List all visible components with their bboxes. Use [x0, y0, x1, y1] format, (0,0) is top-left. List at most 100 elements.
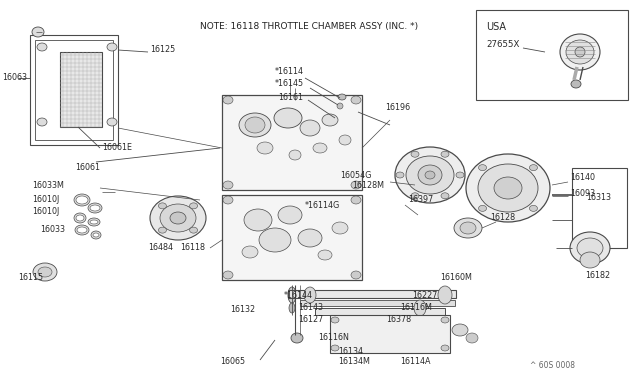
Ellipse shape [318, 250, 332, 260]
Ellipse shape [494, 177, 522, 199]
Ellipse shape [223, 181, 233, 189]
Bar [288, 290, 456, 298]
Text: 16397: 16397 [408, 196, 433, 205]
Ellipse shape [351, 96, 361, 104]
Text: 16116N: 16116N [318, 334, 349, 343]
Ellipse shape [529, 205, 538, 211]
Ellipse shape [160, 204, 196, 232]
Ellipse shape [223, 96, 233, 104]
Text: 27655X: 27655X [486, 40, 520, 49]
Ellipse shape [351, 271, 361, 279]
Ellipse shape [32, 27, 44, 37]
Ellipse shape [577, 238, 603, 258]
Ellipse shape [259, 228, 291, 252]
Bar [35, 40, 113, 140]
Text: 16054G: 16054G [340, 170, 371, 180]
Ellipse shape [418, 165, 442, 185]
Ellipse shape [278, 206, 302, 224]
Ellipse shape [90, 220, 98, 224]
Bar [572, 168, 627, 248]
Ellipse shape [242, 246, 258, 258]
Ellipse shape [466, 154, 550, 222]
Ellipse shape [239, 113, 271, 137]
Text: 16127: 16127 [298, 315, 323, 324]
Text: 16116M: 16116M [400, 304, 432, 312]
Ellipse shape [300, 120, 320, 136]
Text: 16118: 16118 [180, 244, 205, 253]
Ellipse shape [441, 193, 449, 199]
Ellipse shape [339, 135, 351, 145]
Ellipse shape [289, 150, 301, 160]
Ellipse shape [351, 181, 361, 189]
Ellipse shape [411, 193, 419, 199]
Ellipse shape [223, 196, 233, 204]
Text: 16114A: 16114A [400, 357, 431, 366]
Text: 16161: 16161 [278, 93, 303, 102]
Ellipse shape [396, 172, 404, 178]
Text: 16061: 16061 [75, 164, 100, 173]
Text: 16313: 16313 [586, 193, 611, 202]
Text: 16115: 16115 [18, 273, 43, 282]
Text: *16145: *16145 [275, 80, 304, 89]
Ellipse shape [570, 232, 610, 264]
Ellipse shape [88, 218, 100, 226]
Bar [222, 95, 362, 190]
Ellipse shape [438, 286, 452, 304]
Bar [300, 300, 455, 306]
Ellipse shape [90, 205, 100, 211]
Text: 16010J: 16010J [32, 196, 60, 205]
Ellipse shape [460, 222, 476, 234]
Ellipse shape [88, 203, 102, 213]
Ellipse shape [331, 317, 339, 323]
Ellipse shape [441, 151, 449, 157]
Ellipse shape [441, 317, 449, 323]
Text: 16160M: 16160M [440, 273, 472, 282]
Text: 16134: 16134 [338, 347, 363, 356]
Ellipse shape [571, 80, 581, 88]
Ellipse shape [454, 218, 482, 238]
Text: 16061E: 16061E [102, 144, 132, 153]
Ellipse shape [580, 252, 600, 268]
Ellipse shape [274, 108, 302, 128]
Text: 16093: 16093 [570, 189, 595, 199]
Text: 16065: 16065 [220, 357, 245, 366]
Ellipse shape [322, 114, 338, 126]
Ellipse shape [91, 231, 101, 239]
Ellipse shape [288, 287, 296, 303]
Ellipse shape [560, 34, 600, 70]
Bar [330, 315, 450, 353]
Text: *16114: *16114 [275, 67, 304, 77]
Text: 16033: 16033 [40, 225, 65, 234]
Text: 16196: 16196 [385, 103, 410, 112]
Ellipse shape [189, 227, 198, 233]
Ellipse shape [37, 43, 47, 51]
Text: USA: USA [486, 22, 506, 32]
Ellipse shape [245, 117, 265, 133]
Bar [222, 195, 362, 280]
Ellipse shape [38, 267, 52, 277]
Text: 16010J: 16010J [32, 208, 60, 217]
Text: 16182: 16182 [585, 270, 610, 279]
Text: 16143: 16143 [298, 304, 323, 312]
Ellipse shape [456, 172, 464, 178]
Ellipse shape [395, 147, 465, 203]
Ellipse shape [529, 165, 538, 171]
Text: 16140: 16140 [570, 173, 595, 183]
Ellipse shape [425, 171, 435, 179]
Ellipse shape [33, 263, 57, 281]
Bar [30, 35, 118, 145]
Ellipse shape [289, 303, 295, 313]
Ellipse shape [76, 196, 88, 204]
Text: NOTE: 16118 THROTTLE CHAMBER ASSY (INC. *): NOTE: 16118 THROTTLE CHAMBER ASSY (INC. … [200, 22, 418, 31]
Ellipse shape [338, 94, 346, 100]
Ellipse shape [351, 196, 361, 204]
Ellipse shape [75, 225, 89, 235]
Text: 16063: 16063 [2, 74, 27, 83]
Ellipse shape [257, 142, 273, 154]
Ellipse shape [313, 143, 327, 153]
Ellipse shape [244, 209, 272, 231]
Text: 16134M: 16134M [338, 357, 370, 366]
Ellipse shape [107, 118, 117, 126]
Text: 16227: 16227 [412, 291, 437, 299]
Ellipse shape [414, 300, 426, 316]
